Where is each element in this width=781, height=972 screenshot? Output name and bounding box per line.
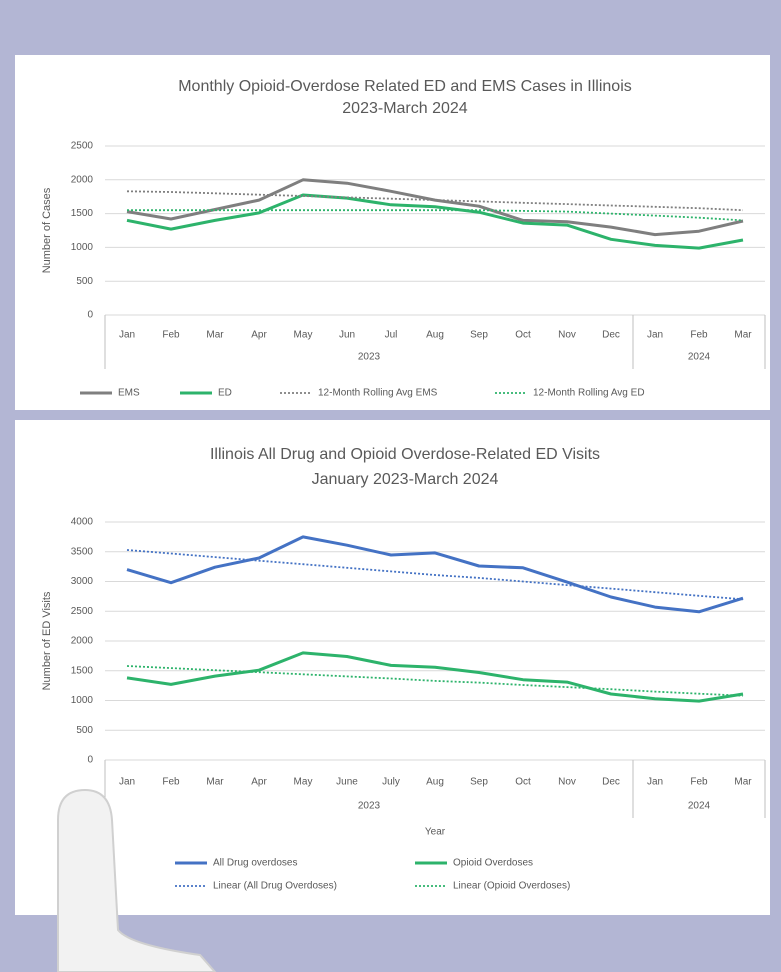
series-line: [126, 549, 744, 601]
y-tick-label: 4000: [71, 517, 94, 528]
chart-title: Monthly Opioid-Overdose Related ED and E…: [178, 78, 632, 95]
y-tick-label: 1000: [71, 242, 94, 253]
series-line: [126, 193, 744, 250]
legend-label: Linear (Opioid Overdoses): [453, 881, 570, 892]
y-tick-label: 1000: [71, 695, 94, 706]
x-tick-label: Sep: [470, 330, 488, 341]
x-tick-label: May: [294, 777, 313, 788]
y-tick-label: 2000: [71, 174, 94, 185]
y-tick-label: 1500: [71, 208, 94, 219]
x-tick-label: Aug: [426, 330, 444, 341]
legend-label: All Drug overdoses: [213, 858, 297, 869]
series-line: [126, 665, 744, 697]
x-tick-label: Jan: [647, 777, 663, 788]
x-axis-title: Year: [425, 827, 446, 838]
x-tick-label: Aug: [426, 777, 444, 788]
series-line: [126, 535, 744, 614]
y-tick-label: 2500: [71, 141, 94, 152]
x-tick-label: Mar: [206, 330, 224, 341]
x-tick-label: Apr: [251, 330, 267, 341]
x-tick-label: Mar: [734, 330, 752, 341]
y-tick-label: 0: [87, 310, 93, 321]
chart-panel: Monthly Opioid-Overdose Related ED and E…: [15, 55, 770, 410]
group-label: 2023: [358, 801, 381, 812]
legend-label: 12-Month Rolling Avg ED: [533, 388, 645, 399]
group-label: 2024: [688, 352, 711, 363]
chart-title: Illinois All Drug and Opioid Overdose-Re…: [210, 446, 600, 463]
x-tick-label: May: [294, 330, 313, 341]
x-tick-label: Mar: [734, 777, 752, 788]
y-tick-label: 2500: [71, 606, 94, 617]
chart: Illinois All Drug and Opioid Overdose-Re…: [41, 446, 766, 892]
y-tick-label: 500: [76, 725, 93, 736]
x-tick-label: Feb: [690, 330, 708, 341]
y-tick-label: 500: [76, 276, 93, 287]
y-axis-title: Number of Cases: [41, 187, 53, 273]
y-tick-label: 3000: [71, 576, 94, 587]
x-tick-label: Feb: [162, 777, 180, 788]
x-tick-label: Mar: [206, 777, 224, 788]
group-label: 2023: [358, 352, 381, 363]
series-line: [126, 651, 744, 703]
x-tick-label: Jan: [647, 330, 663, 341]
chart: Monthly Opioid-Overdose Related ED and E…: [41, 78, 766, 399]
series-line: [126, 190, 744, 212]
x-tick-label: Oct: [515, 777, 531, 788]
x-tick-label: Sep: [470, 777, 488, 788]
x-tick-label: Jan: [119, 777, 135, 788]
legend-label: ED: [218, 388, 232, 399]
x-tick-label: Dec: [602, 777, 620, 788]
x-tick-label: Jul: [385, 330, 398, 341]
y-axis-title: Number of ED Visits: [41, 591, 53, 690]
x-tick-label: July: [382, 777, 400, 788]
x-tick-label: Jan: [119, 330, 135, 341]
x-tick-label: Oct: [515, 330, 531, 341]
nozzle-decoration: [57, 788, 217, 972]
y-tick-label: 2000: [71, 636, 94, 647]
x-tick-label: Feb: [690, 777, 708, 788]
y-tick-label: 1500: [71, 665, 94, 676]
nozzle: [57, 788, 217, 972]
series-line: [127, 209, 744, 222]
x-tick-label: Nov: [558, 330, 576, 341]
x-tick-label: Feb: [162, 330, 180, 341]
y-tick-label: 0: [87, 755, 93, 766]
y-tick-label: 3500: [71, 546, 94, 557]
chart-title: 2023-March 2024: [342, 100, 468, 117]
legend-label: Linear (All Drug Overdoses): [213, 881, 337, 892]
x-tick-label: Dec: [602, 330, 620, 341]
group-label: 2024: [688, 801, 711, 812]
x-tick-label: June: [336, 777, 358, 788]
legend-label: Opioid Overdoses: [453, 858, 533, 869]
legend-label: 12-Month Rolling Avg EMS: [318, 388, 438, 399]
x-tick-label: Nov: [558, 777, 576, 788]
chart-panel: Illinois All Drug and Opioid Overdose-Re…: [15, 420, 770, 915]
x-tick-label: Jun: [339, 330, 355, 341]
x-tick-label: Apr: [251, 777, 267, 788]
chart-title: January 2023-March 2024: [312, 471, 499, 488]
legend-label: EMS: [118, 388, 140, 399]
